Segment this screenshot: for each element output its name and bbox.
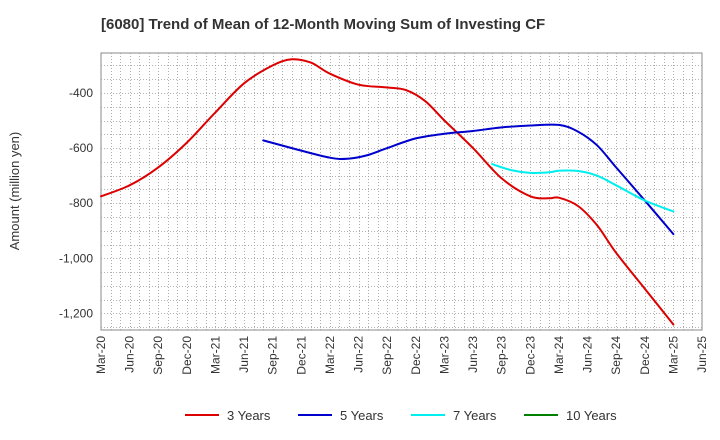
legend-label: 7 Years	[453, 407, 497, 423]
y-tick-label: -400	[69, 86, 93, 100]
chart-title: [6080] Trend of Mean of 12-Month Moving …	[101, 16, 546, 33]
legend-item-3-years: 3 Years	[185, 404, 270, 426]
x-tick-label: Sep-22	[380, 336, 394, 375]
x-tick-label: Mar-20	[94, 336, 108, 374]
y-tick-label: -1,200	[59, 306, 93, 320]
x-tick-label: Mar-24	[552, 336, 566, 374]
x-tick-label: Jun-21	[237, 336, 251, 373]
legend-item-5-years: 5 Years	[298, 404, 383, 426]
axis-layer: -400 -600 -800 -1,000 -1,200 Mar-20 Jun-20 Sep-…	[59, 86, 709, 375]
x-tick-label: Jun-20	[123, 336, 137, 373]
x-tick-label: Dec-23	[523, 336, 537, 375]
legend-swatch	[524, 414, 558, 416]
legend-item-7-years: 7 Years	[411, 404, 496, 426]
x-tick-label: Mar-25	[666, 336, 680, 374]
plot-frame	[100, 52, 703, 331]
y-tick-label: -800	[69, 196, 93, 210]
legend-item-10-years: 10 Years	[524, 404, 617, 426]
y-tick-label: -1,000	[59, 251, 93, 265]
x-tick-label: Dec-21	[294, 336, 308, 375]
x-tick-label: Sep-21	[266, 336, 280, 375]
y-tick-label: -600	[69, 141, 93, 155]
legend-label: 10 Years	[566, 407, 617, 423]
series-line-7-years	[491, 163, 675, 213]
x-tick-label: Mar-22	[323, 336, 337, 374]
x-tick-label: Sep-20	[151, 336, 165, 375]
x-tick-label: Sep-24	[609, 336, 623, 375]
x-tick-label: Dec-24	[638, 336, 652, 375]
y-axis-label: Amount (million yen)	[7, 132, 22, 251]
x-tick-label: Jun-25	[695, 336, 709, 373]
legend: 3 Years 5 Years 7 Years 10 Years	[0, 404, 720, 426]
legend-label: 5 Years	[340, 407, 384, 423]
legend-swatch	[185, 414, 219, 416]
x-tick-label: Dec-20	[180, 336, 194, 375]
x-tick-label: Jun-23	[466, 336, 480, 373]
x-tick-label: Jun-24	[581, 336, 595, 373]
legend-label: 3 Years	[227, 407, 271, 423]
legend-swatch	[298, 414, 332, 416]
series-layer	[100, 58, 675, 326]
x-tick-label: Dec-22	[409, 336, 423, 375]
legend-swatch	[411, 414, 445, 416]
series-line-3-years	[100, 58, 675, 326]
x-tick-label: Jun-22	[352, 336, 366, 373]
grid-layer	[100, 52, 703, 331]
x-tick-label: Mar-23	[437, 336, 451, 374]
series-line-5-years	[262, 123, 675, 236]
x-tick-label: Mar-21	[208, 336, 222, 374]
x-tick-label: Sep-23	[495, 336, 509, 375]
